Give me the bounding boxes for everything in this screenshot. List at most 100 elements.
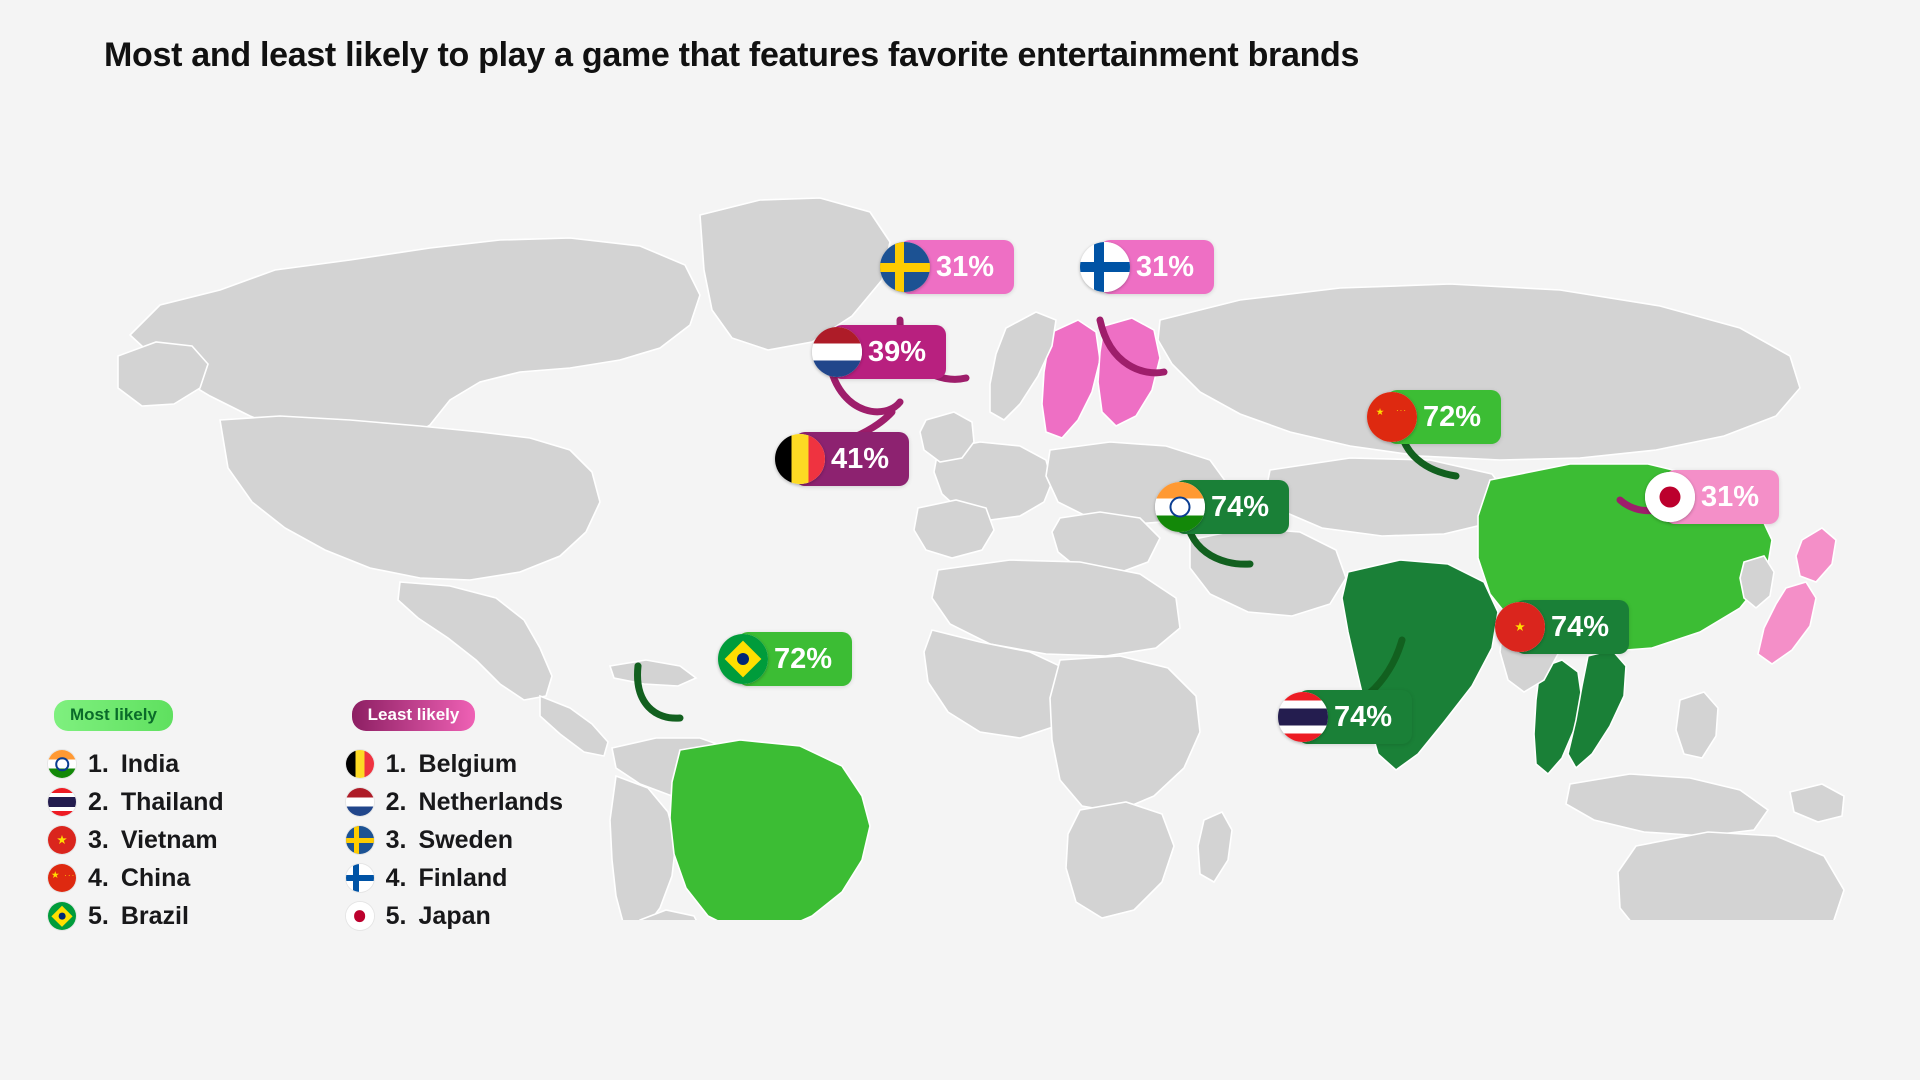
country-australia xyxy=(1617,831,1845,920)
legend-country: Thailand xyxy=(120,787,224,816)
vietnam-flag-icon xyxy=(48,826,76,854)
region-caribbean xyxy=(608,659,698,687)
callout-japan[interactable]: 31% xyxy=(1645,470,1780,524)
japan-flag-icon-art xyxy=(1645,472,1695,522)
legend-rank: 4. xyxy=(88,863,109,892)
country-korea xyxy=(1739,555,1775,610)
country-brazil-highlight xyxy=(669,739,871,920)
legend-country: Finland xyxy=(418,863,508,892)
sweden-flag-icon xyxy=(880,242,930,292)
legend-heading-most: Most likely xyxy=(54,700,173,731)
india-flag-icon-art xyxy=(1155,482,1205,532)
region-west-africa xyxy=(923,629,1073,739)
legend-country: Vietnam xyxy=(120,825,218,854)
callout-vietnam[interactable]: 74% xyxy=(1495,600,1630,654)
legend-item-india[interactable]: 1. India xyxy=(48,745,224,783)
legend-rank: 5. xyxy=(88,901,109,930)
japan-flag-icon xyxy=(1645,472,1695,522)
country-madagascar xyxy=(1197,810,1233,884)
callout-belgium[interactable]: 41% xyxy=(775,432,910,486)
callout-sweden[interactable]: 31% xyxy=(880,240,1015,294)
legend-item-china[interactable]: 4. China xyxy=(48,859,224,897)
sweden-flag-icon-art xyxy=(345,826,374,854)
brazil-flag-icon xyxy=(48,902,76,930)
region-western-europe xyxy=(933,441,1053,521)
legend-item-japan[interactable]: 5. Japan xyxy=(345,897,563,935)
belgium-flag-icon xyxy=(775,434,825,484)
region-north-africa xyxy=(931,559,1181,657)
legend: Most likely 1. India 2. Thailand 3. Vietnam 4.… xyxy=(48,700,563,935)
world-map-svg xyxy=(117,197,1845,920)
sweden-flag-icon-art xyxy=(880,242,930,292)
india-flag-icon xyxy=(1155,482,1205,532)
legend-rank: 3. xyxy=(88,825,109,854)
finland-flag-icon-art xyxy=(1080,242,1130,292)
netherlands-flag-icon-art xyxy=(345,788,374,816)
legend-country: Sweden xyxy=(418,825,513,854)
legend-column-least: Least likely 1. Belgium 2. Netherlands 3. Swe… xyxy=(345,700,563,935)
country-russia xyxy=(1157,283,1801,461)
china-flag-icon xyxy=(1367,392,1417,442)
region-central-america xyxy=(539,694,609,757)
legend-item-brazil[interactable]: 5. Brazil xyxy=(48,897,224,935)
legend-item-belgium[interactable]: 1. Belgium xyxy=(345,745,563,783)
belgium-flag-icon xyxy=(345,750,374,778)
region-malaysia-indonesia xyxy=(1565,773,1770,837)
region-southern-africa xyxy=(1065,801,1175,919)
callout-thailand[interactable]: 74% xyxy=(1278,690,1413,744)
legend-rank: 5. xyxy=(385,901,407,930)
callout-india[interactable]: 74% xyxy=(1155,480,1290,534)
callout-china[interactable]: 72% xyxy=(1367,390,1502,444)
legend-country: Brazil xyxy=(120,901,189,930)
finland-flag-icon-art xyxy=(345,864,374,892)
sweden-flag-icon xyxy=(345,826,374,854)
connector-netherlands xyxy=(826,362,904,416)
callout-netherlands[interactable]: 39% xyxy=(812,325,947,379)
belgium-flag-icon-art xyxy=(345,750,374,778)
legend-country: India xyxy=(120,749,180,778)
callout-brazil[interactable]: 72% xyxy=(718,632,853,686)
country-thailand-highlight xyxy=(1533,659,1583,776)
country-finland-highlight xyxy=(1097,317,1161,427)
legend-rows-least: 1. Belgium 2. Netherlands 3. Sweden 4. Finland 5… xyxy=(345,745,563,935)
country-philippines xyxy=(1675,691,1719,759)
country-japan-highlight xyxy=(1757,527,1837,665)
brazil-flag-icon xyxy=(718,634,768,684)
legend-item-netherlands[interactable]: 2. Netherlands xyxy=(345,783,563,821)
india-flag-icon xyxy=(48,750,76,778)
india-flag-icon-art xyxy=(48,750,76,778)
legend-item-vietnam[interactable]: 3. Vietnam xyxy=(48,821,224,859)
legend-item-sweden[interactable]: 3. Sweden xyxy=(345,821,563,859)
legend-rank: 1. xyxy=(385,749,407,778)
legend-rank: 3. xyxy=(385,825,407,854)
world-map xyxy=(100,120,1920,920)
country-alaska xyxy=(117,341,209,407)
legend-item-finland[interactable]: 4. Finland xyxy=(345,859,563,897)
country-greenland xyxy=(699,197,891,351)
legend-country: Belgium xyxy=(418,749,518,778)
map-landmasses xyxy=(117,197,1845,920)
page-title: Most and least likely to play a game tha… xyxy=(104,36,1360,74)
legend-rank: 4. xyxy=(385,863,407,892)
japan-flag-icon-art xyxy=(345,902,374,930)
netherlands-flag-icon xyxy=(345,788,374,816)
legend-rank: 2. xyxy=(385,787,407,816)
callout-finland[interactable]: 31% xyxy=(1080,240,1215,294)
netherlands-flag-icon-art xyxy=(812,327,862,377)
region-middle-east xyxy=(1189,527,1347,617)
japan-flag-icon xyxy=(345,902,374,930)
legend-country: Netherlands xyxy=(418,787,563,816)
country-sweden-highlight xyxy=(1041,319,1101,439)
country-chile-argentina xyxy=(639,909,698,920)
thailand-flag-icon-art xyxy=(1278,692,1328,742)
netherlands-flag-icon xyxy=(812,327,862,377)
vietnam-flag-icon-art xyxy=(1495,602,1545,652)
legend-rank: 1. xyxy=(88,749,109,778)
country-canada xyxy=(128,237,701,447)
china-flag-icon-art xyxy=(1367,392,1417,442)
country-usa xyxy=(219,415,601,581)
country-png xyxy=(1789,783,1845,823)
country-vietnam-highlight xyxy=(1567,649,1627,770)
legend-item-thailand[interactable]: 2. Thailand xyxy=(48,783,224,821)
